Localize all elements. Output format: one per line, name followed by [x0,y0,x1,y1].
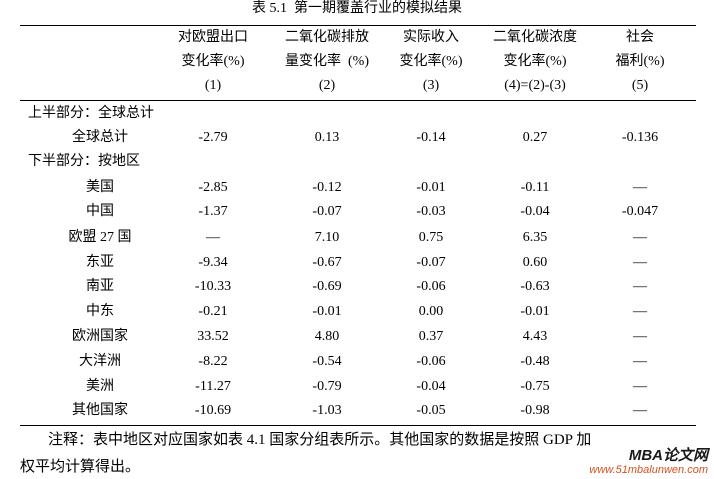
table-cell: 33.52 [197,329,229,344]
table-cell: -10.33 [194,279,232,294]
row-label: 中东 [86,304,114,319]
table-cell: -0.04 [520,204,550,219]
table-cell: -0.06 [416,354,446,369]
table-cell: -0.047 [621,204,659,219]
table-cell: -0.01 [520,304,550,319]
row-label: 欧盟 27 国 [68,230,132,245]
table-cell: — [633,180,647,195]
table-cell: -0.54 [312,354,342,369]
section-label: 上半部分：全球总计 [28,106,154,121]
row-label: 美国 [86,180,114,195]
table-cell: 0.75 [418,230,444,245]
row-label: 其他国家 [72,403,128,418]
watermark-brand: MBA论文网 [628,447,708,464]
table-cell: — [633,354,647,369]
table-cell: — [633,304,647,319]
row-label: 全球总计 [72,130,128,145]
table-title: 表 5.1 第一期覆盖行业的模拟结果 [252,1,462,16]
table-cell: 0.27 [522,130,548,145]
table-cell: -0.12 [312,180,342,195]
row-label: 大洋洲 [79,354,121,369]
table-cell: -10.69 [194,403,232,418]
table-cell: 0.60 [522,255,548,270]
table-cell: -11.27 [195,379,231,394]
table-cell: 4.80 [314,329,340,344]
table-cell: -0.11 [520,180,550,195]
row-label: 南亚 [86,279,114,294]
watermark-url: www.51mbalunwen.com [589,464,708,476]
table-cell: — [633,329,647,344]
table-cell: 0.37 [418,329,444,344]
table-cell: -0.14 [416,130,446,145]
table-cell: -0.67 [312,255,342,270]
table-cell: -9.34 [198,255,228,270]
table-cell: -0.01 [416,180,446,195]
table-cell: -0.75 [520,379,550,394]
table-cell: -0.98 [520,403,550,418]
table-cell: -2.85 [198,180,228,195]
table-top-rule [20,25,696,26]
column-header: 对欧盟出口 [178,30,248,45]
header-rule [20,100,696,101]
table-cell: -1.37 [198,204,228,219]
table-cell: -0.136 [621,130,659,145]
table-cell: -0.03 [416,204,446,219]
table-cell: — [633,403,647,418]
column-header: 福利(%) [615,54,665,69]
table-cell: — [633,230,647,245]
table-cell: -0.21 [198,304,228,319]
table-cell: -0.01 [312,304,342,319]
section-label: 下半部分：按地区 [28,154,140,169]
table-cell: -0.48 [520,354,550,369]
column-header: (2) [318,78,336,93]
column-header: (3) [422,78,440,93]
table-cell: -0.04 [416,379,446,394]
table-cell: -2.79 [198,130,228,145]
table-cell: 6.35 [522,230,548,245]
table-bottom-rule [20,425,696,426]
column-header: 二氧化碳排放 [285,30,369,45]
table-cell: 7.10 [314,230,340,245]
column-header: (4)=(2)-(3) [504,78,566,93]
table-cell: -0.06 [416,279,446,294]
row-label: 东亚 [86,255,114,270]
column-header: (1) [204,78,222,93]
table-cell: -1.03 [312,403,342,418]
table-cell: -0.05 [416,403,446,418]
row-label: 欧洲国家 [72,329,128,344]
column-header: 实际收入 [403,30,459,45]
row-label: 中国 [86,204,114,219]
table-cell: 4.43 [522,329,548,344]
column-header: 社会 [626,30,654,45]
row-label: 美洲 [86,379,114,394]
table-cell: — [633,255,647,270]
table-cell: -0.63 [520,279,550,294]
column-header: 变化率(%) [181,54,245,69]
table-cell: -0.07 [312,204,342,219]
table-cell: -0.07 [416,255,446,270]
table-cell: -0.79 [312,379,342,394]
note-line: 注释：表中地区对应国家如表 4.1 国家分组表所示。其他国家的数据是按照 GDP… [48,432,592,448]
column-header: 变化率(%) [503,54,567,69]
column-header: (5) [631,78,649,93]
column-header: 变化率(%) [399,54,463,69]
note-line: 权平均计算得出。 [20,459,141,475]
table-cell: — [206,230,220,245]
column-header: 二氧化碳浓度 [493,30,577,45]
table-cell: -0.69 [312,279,342,294]
table-cell: -8.22 [198,354,228,369]
table-cell: 0.00 [418,304,444,319]
table-cell: — [633,379,647,394]
column-header: 量变化率 (%) [285,54,369,69]
table-cell: — [633,279,647,294]
table-cell: 0.13 [314,130,340,145]
